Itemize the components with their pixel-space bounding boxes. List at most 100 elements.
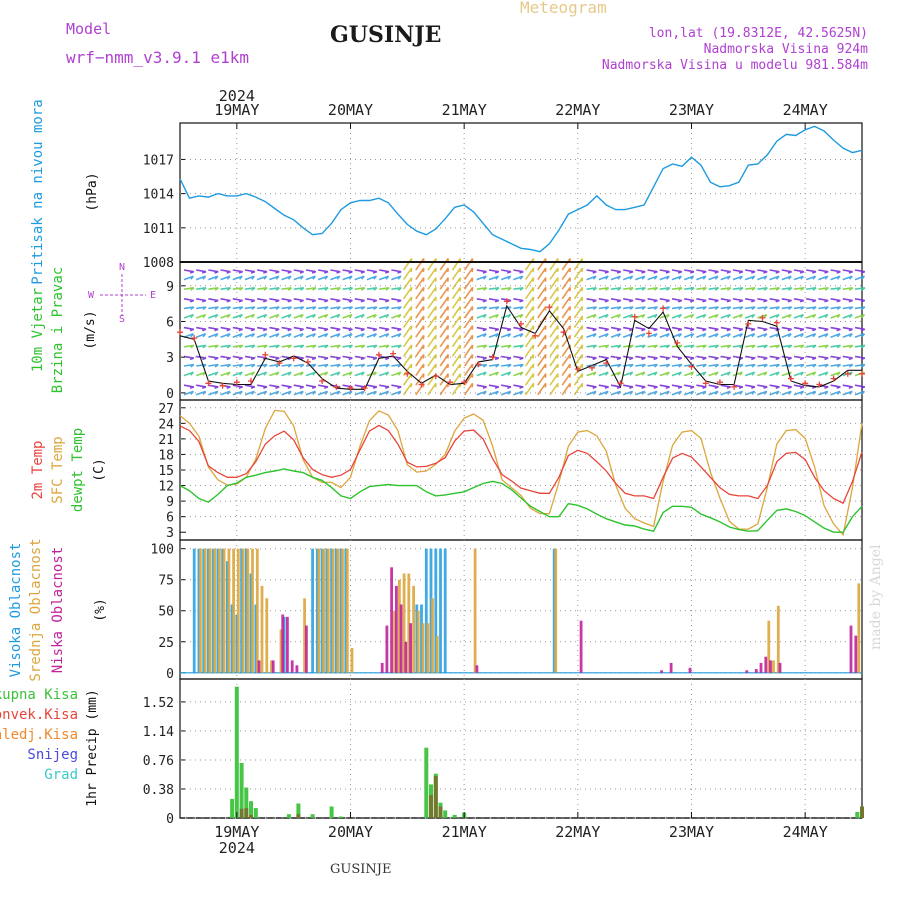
cloud-bar-high xyxy=(235,614,239,673)
wind-gust-marker xyxy=(248,378,254,384)
wind-arrow xyxy=(342,326,353,331)
wind-arrow xyxy=(415,325,425,338)
wind-arrow xyxy=(439,363,449,377)
wind-arrowhead xyxy=(336,314,341,319)
wind-arrowhead xyxy=(189,299,195,303)
wind-arrowhead xyxy=(860,328,866,332)
wind-arrow xyxy=(842,275,853,281)
wind-arrowhead xyxy=(250,328,256,332)
wind-arrowhead xyxy=(385,328,390,332)
wind-arrow xyxy=(732,371,743,377)
wind-arrow xyxy=(293,326,304,331)
wind-arrow xyxy=(415,296,425,309)
wind-arrow xyxy=(476,371,487,377)
wind-gust-marker xyxy=(716,379,723,386)
wind-arrowhead xyxy=(190,344,195,349)
wind-arrow xyxy=(269,333,280,338)
wind-arrowhead xyxy=(372,357,378,361)
cloud-bar-mid xyxy=(767,620,771,673)
wind-arrowhead xyxy=(849,306,854,311)
wind-arrowhead xyxy=(861,275,866,280)
precip-legend-item: Grad xyxy=(44,767,78,783)
wind-arrowhead xyxy=(751,299,756,303)
wind-arrow xyxy=(463,306,474,319)
wind-arrowhead xyxy=(751,363,756,368)
wind-arrow xyxy=(671,363,683,367)
wind-arrowhead xyxy=(251,344,256,349)
wind-arrow xyxy=(745,306,756,310)
model-name: wrf−nmm_v3.9.1 e1km xyxy=(66,48,250,67)
wind-arrowhead xyxy=(714,299,719,303)
wind-arrowhead xyxy=(665,270,670,274)
wind-arrowhead xyxy=(616,299,622,303)
wind-arrow xyxy=(549,277,559,290)
wind-arrow xyxy=(305,298,316,302)
wind-gust-marker xyxy=(631,313,638,320)
wind-arrow xyxy=(708,326,719,331)
wind-arrowhead xyxy=(629,386,634,389)
wind-arrowhead xyxy=(812,287,817,291)
wind-arrow xyxy=(366,275,377,281)
cloud-bar-high xyxy=(325,548,329,673)
wind-arrow xyxy=(781,355,792,359)
wind-arrowhead xyxy=(336,275,341,280)
wind-gust-marker xyxy=(361,385,368,392)
wind-arrow xyxy=(671,384,682,388)
pressure-unit: (hPa) xyxy=(85,172,100,211)
wind-arrow xyxy=(696,313,707,319)
wind-arrowhead xyxy=(360,333,365,338)
wind-arrow xyxy=(354,269,365,273)
wind-arrow xyxy=(757,390,768,396)
wind-arrowhead xyxy=(653,357,658,361)
precip-bar-total xyxy=(296,803,301,818)
precip-bar-total xyxy=(855,811,860,818)
wind-gust-marker xyxy=(304,358,311,365)
wind-arrow xyxy=(854,384,865,388)
wind-arrow xyxy=(513,363,524,367)
wind-arrowhead xyxy=(312,306,317,311)
wind-arrow xyxy=(818,390,829,396)
wind-arrowhead xyxy=(787,333,792,338)
wind-arrow xyxy=(415,267,425,281)
wind-arrow xyxy=(366,269,377,273)
wind-arrow xyxy=(696,287,707,290)
wind-arrow xyxy=(671,269,682,273)
wind-arrow xyxy=(500,275,511,281)
wind-gust-marker xyxy=(205,380,212,387)
wind-arrow xyxy=(476,355,487,359)
precip-bar-total xyxy=(244,787,249,818)
wind-arrowhead xyxy=(604,275,609,280)
wind-arrowhead xyxy=(629,344,634,349)
wind-arrow xyxy=(781,390,792,396)
cloud-bar-mid xyxy=(431,598,434,673)
wind-arrowhead xyxy=(653,299,658,303)
wind-arrowhead xyxy=(799,386,805,389)
wind-arrow xyxy=(757,333,768,338)
wind-arrowhead xyxy=(592,371,597,376)
wind-arrowhead xyxy=(714,328,719,332)
wind-arrowhead xyxy=(812,386,817,389)
wind-arrow xyxy=(635,275,646,281)
wind-arrow xyxy=(854,363,866,367)
wind-arrowhead xyxy=(629,357,634,361)
wind-arrow xyxy=(854,326,865,331)
wind-arrowhead xyxy=(348,328,353,332)
wind-arrow xyxy=(196,269,207,273)
wind-arrow xyxy=(513,287,524,290)
precip-bar-total xyxy=(329,806,334,818)
wind-arrowhead xyxy=(726,333,731,338)
wind-arrow xyxy=(293,333,304,338)
wind-arrowhead xyxy=(190,306,195,311)
wind-arrowhead xyxy=(250,386,256,389)
wind-arrowhead xyxy=(250,357,256,361)
wind-arrow xyxy=(781,269,792,273)
wind-arrowhead xyxy=(495,314,500,319)
wind-arrowhead xyxy=(482,270,487,274)
wind-arrowhead xyxy=(763,371,768,376)
wind-arrow xyxy=(623,298,634,302)
wind-arrowhead xyxy=(214,287,219,291)
ytick-label: 0.76 xyxy=(143,754,174,769)
wind-arrow xyxy=(573,277,584,290)
wind-arrow xyxy=(366,298,377,302)
wind-arrowhead xyxy=(202,287,207,291)
